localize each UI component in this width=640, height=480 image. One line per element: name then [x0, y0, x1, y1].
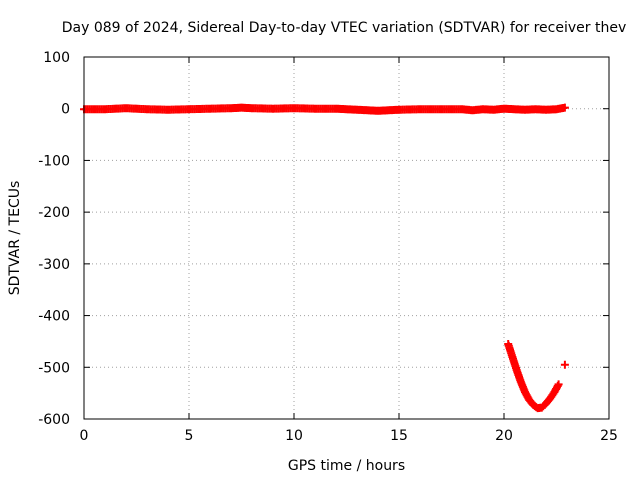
- y-tick-label: 0: [61, 102, 70, 118]
- x-tick-label: 15: [390, 428, 408, 444]
- x-tick-label: 10: [285, 428, 303, 444]
- y-tick-label: -500: [38, 360, 70, 376]
- y-tick-label: -200: [38, 205, 70, 221]
- plot-frame: [83, 56, 610, 420]
- axis-ticks: 0 5 10 15 20 25 100 0 -100 -200 -300 -400 -500 -600: [38, 50, 618, 444]
- x-tick-label: 0: [80, 428, 89, 444]
- isolated-point-point: [560, 360, 569, 369]
- data-points: [80, 103, 569, 413]
- y-tick-label: -400: [38, 309, 70, 325]
- x-tick-label: 5: [185, 428, 194, 444]
- y-tick-label: -300: [38, 257, 70, 273]
- x-tick-label: 25: [600, 428, 618, 444]
- y-tick-label: 100: [43, 50, 70, 66]
- y-axis-label: SDTVAR / TECUs: [7, 181, 23, 296]
- grid: [84, 57, 609, 419]
- x-tick-label: 20: [495, 428, 513, 444]
- x-axis-label: GPS time / hours: [288, 458, 405, 474]
- late-excursion-point: [554, 380, 563, 389]
- y-tick-label: -100: [38, 153, 70, 169]
- y-tick-label: -600: [38, 412, 70, 428]
- main-band-point: [560, 103, 569, 112]
- chart-title: Day 089 of 2024, Sidereal Day-to-day VTE…: [62, 20, 626, 36]
